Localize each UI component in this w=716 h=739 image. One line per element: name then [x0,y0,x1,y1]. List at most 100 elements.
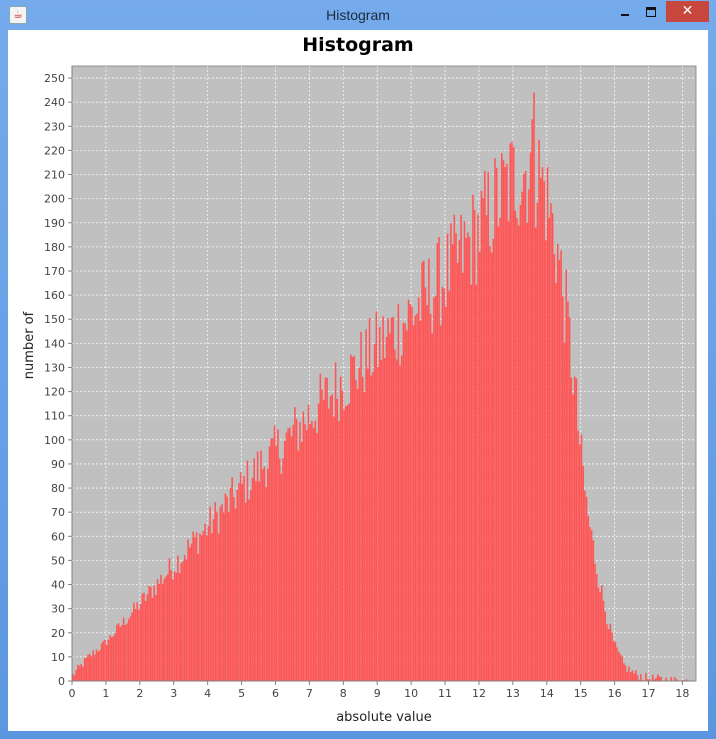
histogram-bar [221,504,223,681]
x-tick-label: 2 [136,687,143,700]
histogram-bar [319,373,322,681]
histogram-bar [400,355,403,681]
histogram-bar [182,561,184,681]
histogram-bar [199,533,201,681]
histogram-bar [439,325,442,681]
histogram-bar [414,315,417,681]
histogram-bar [267,468,269,681]
close-button[interactable]: ✕ [666,1,709,22]
histogram-bar [116,624,118,681]
histogram-bar [402,322,405,681]
y-tick-label: 60 [51,530,65,543]
histogram-bar [72,673,74,681]
histogram-bar [287,428,289,681]
histogram-bar [114,633,116,681]
histogram-bar [648,679,651,681]
histogram-bar [624,665,627,681]
histogram-bar [104,639,106,681]
histogram-bar [236,489,239,681]
histogram-bar [282,458,284,681]
histogram-bar [307,404,310,681]
histogram-bar [192,531,194,681]
histogram-bar [163,578,166,681]
histogram-bar [524,170,527,681]
histogram-bar [231,476,233,681]
histogram-bar [185,559,188,681]
histogram-bar [88,653,91,681]
histogram-bar [355,380,357,681]
histogram-bar [161,583,164,681]
histogram-bar [300,442,303,681]
histogram-bar [494,158,496,681]
histogram-bar [124,624,127,681]
histogram-bar [521,191,523,681]
histogram-bar [657,674,659,681]
histogram-bar [228,511,230,681]
histogram-bar [334,362,337,681]
histogram-bar [272,438,274,681]
histogram-bar [523,174,525,681]
histogram-bar [463,221,466,681]
histogram-bar [609,623,612,681]
histogram-bar [655,677,657,681]
x-tick-label: 1 [102,687,109,700]
title-bar[interactable]: ☕ Histogram ✕ [0,0,716,30]
histogram-bar [584,490,586,681]
y-tick-label: 250 [44,72,65,85]
histogram-bar [506,163,508,681]
histogram-bar [629,672,632,681]
histogram-bar [361,376,364,681]
histogram-bar [189,547,191,681]
histogram-bar [634,670,637,681]
java-icon[interactable]: ☕ [9,6,27,24]
histogram-bar [73,675,76,681]
minimize-button[interactable] [612,2,638,22]
histogram-bar [587,516,590,681]
x-tick-label: 6 [272,687,279,700]
y-tick-label: 230 [44,120,65,133]
histogram-bar [246,460,249,681]
histogram-bar [328,408,330,681]
histogram-bar [229,487,232,681]
histogram-bar [512,146,515,681]
histogram-bar [412,325,415,681]
histogram-bar [336,398,339,681]
histogram-bar [612,640,615,681]
histogram-bar [151,597,154,681]
histogram-bar [131,612,133,681]
histogram-bar [433,297,435,681]
plot-border [71,65,697,682]
y-axis-label: number of [22,311,37,379]
histogram-bar [619,654,622,681]
histogram-bar [392,316,395,681]
histogram-bar [465,237,467,681]
histogram-bar [280,473,283,681]
histogram-bar [426,305,428,681]
histogram-bar [255,481,257,681]
histogram-bar [109,635,111,681]
x-tick-label: 4 [204,687,211,700]
histogram-bar [541,167,544,681]
histogram-bar [222,512,225,681]
histogram-bar [436,242,439,682]
histogram-bar [160,574,162,681]
histogram-bar [562,296,564,681]
histogram-bar [385,336,388,681]
histogram-bar [312,427,315,681]
histogram-bar [80,663,83,681]
histogram-bar [543,181,545,681]
y-tick-label: 40 [51,579,65,592]
histogram-bar [372,372,374,681]
histogram-bar [95,649,98,681]
y-tick-label: 120 [44,386,65,399]
histogram-bar [197,553,200,681]
histogram-bar [516,218,518,681]
maximize-button[interactable] [638,2,664,22]
histogram-bar [212,519,215,681]
histogram-bar [353,355,356,681]
chart-title: Histogram [302,34,414,56]
histogram-bar [406,330,408,681]
histogram-bar [423,260,425,681]
histogram-bar [202,531,205,681]
histogram-bar [563,342,566,681]
